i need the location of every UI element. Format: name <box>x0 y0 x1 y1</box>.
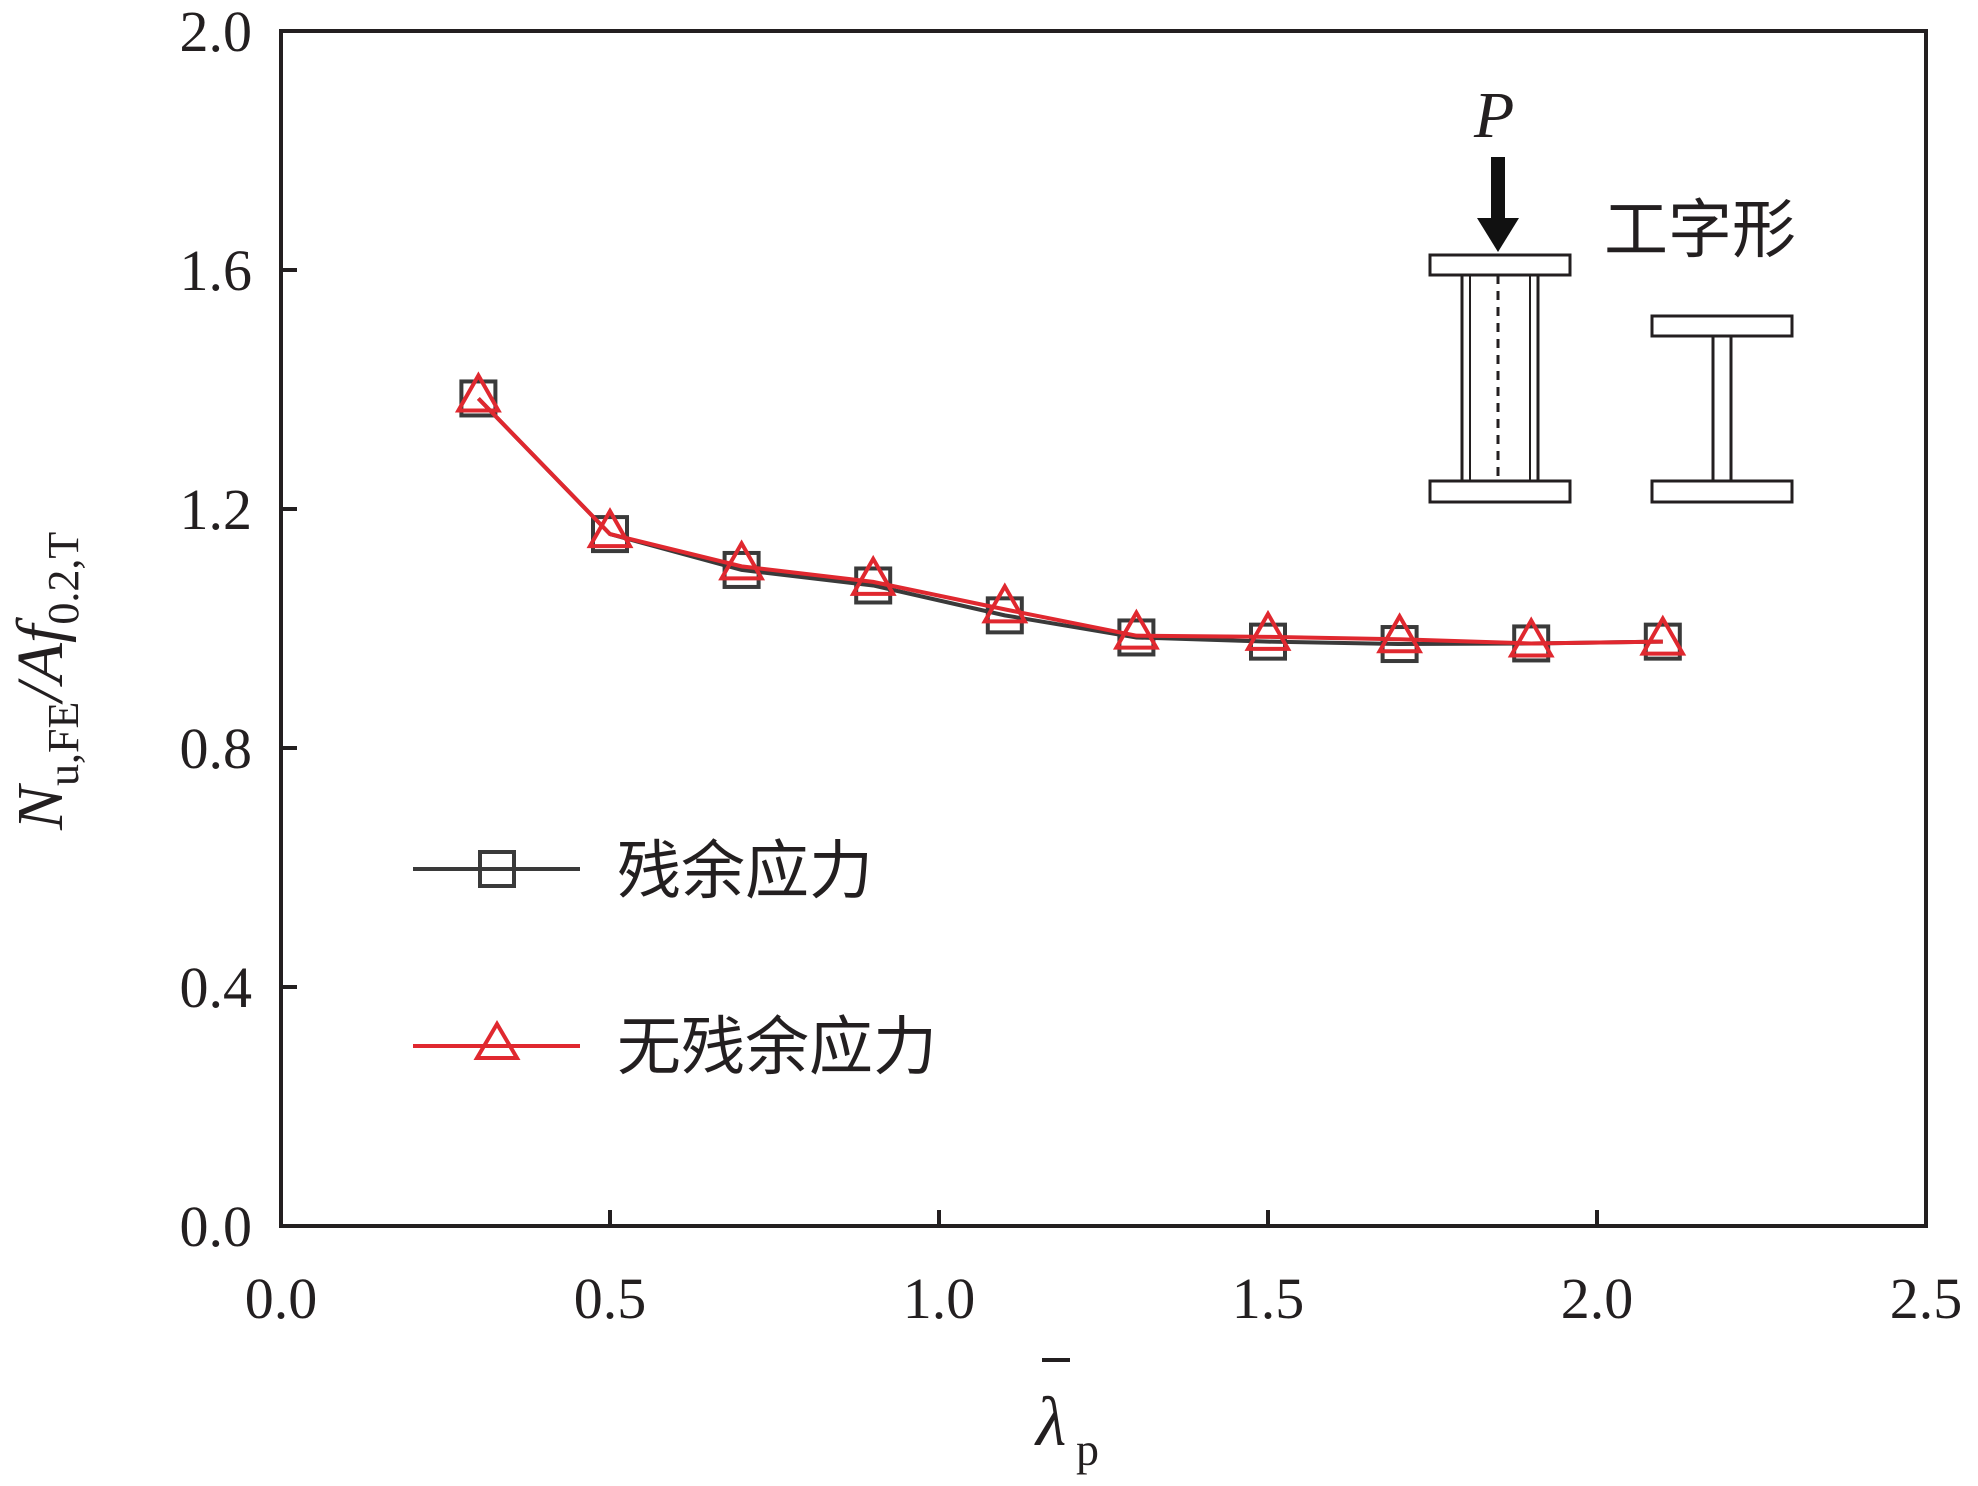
square-marker <box>591 515 629 554</box>
x-axis-title-subscript: p <box>1076 1424 1099 1475</box>
y-axis-title: Nu,FE/Af0.2,T <box>4 532 88 831</box>
x-tick-label: 2.0 <box>1561 1266 1634 1331</box>
i-section-bottom-flange <box>1650 479 1794 504</box>
column-web <box>1460 273 1540 483</box>
x-tick-label: 0.5 <box>574 1266 647 1331</box>
y-axis-title-sub1: u,FE <box>39 702 88 786</box>
triangle-marker <box>981 582 1029 624</box>
y-tick-label: 2.0 <box>180 0 253 64</box>
x-tick-label: 1.5 <box>1232 1266 1305 1331</box>
column-top-plate <box>1428 253 1572 277</box>
y-tick-label: 0.8 <box>180 716 253 781</box>
legend-label-residual: 残余应力 <box>617 835 873 909</box>
i-section-top-flange <box>1650 314 1794 338</box>
axis-ticks <box>279 29 1928 1228</box>
x-axis-title: λ p <box>1034 1358 1099 1475</box>
triangle-marker <box>1112 608 1160 650</box>
y-axis-title-sub2: 0.2,T <box>39 532 88 625</box>
legend-item-residual-stress: 残余应力 <box>413 835 873 909</box>
y-tick-label: 0.4 <box>180 955 253 1020</box>
triangle-marker <box>454 371 502 413</box>
square-marker <box>459 379 498 418</box>
series-layer <box>454 371 1687 664</box>
inset-diagram: P 工字形 <box>1428 79 1796 504</box>
y-tick-label: 1.2 <box>180 477 253 542</box>
legend-square-marker <box>478 850 516 888</box>
triangle-marker <box>1639 614 1687 656</box>
legend-item-no-residual-stress: 无残余应力 <box>413 1011 937 1085</box>
y-tick-label: 0.0 <box>180 1194 253 1259</box>
triangle-marker <box>718 539 766 581</box>
triangle-marker <box>849 554 897 596</box>
triangle-marker <box>1244 609 1292 651</box>
column-elevation <box>1428 253 1572 504</box>
svg-text:Nu,FE/Af0.2,T: Nu,FE/Af0.2,T <box>4 532 88 831</box>
i-section-web <box>1711 334 1733 483</box>
axis-tick-labels: 0.0 0.5 1.0 1.5 2.0 2.5 0.0 0.4 0.8 1.2 1.6 2.0 <box>180 0 1963 1331</box>
x-tick-label: 0.0 <box>245 1266 318 1331</box>
load-arrow-icon <box>1477 157 1519 252</box>
x-tick-label: 2.5 <box>1890 1266 1963 1331</box>
y-tick-label: 1.6 <box>180 238 253 303</box>
triangle-marker <box>1376 612 1424 654</box>
triangle-marker <box>1507 616 1555 658</box>
series-line <box>476 397 1663 646</box>
y-axis-title-mid: /Af <box>4 617 77 706</box>
section-label: 工字形 <box>1604 194 1796 268</box>
load-label: P <box>1473 79 1514 152</box>
y-axis-title-main: N <box>4 782 77 831</box>
legend-triangle-marker <box>473 1020 521 1060</box>
series-no-residual-stress <box>454 371 1687 658</box>
column-bottom-plate <box>1428 479 1572 504</box>
legend: 残余应力 无残余应力 <box>413 835 937 1085</box>
triangle-marker <box>586 507 634 549</box>
i-section-icon <box>1650 314 1794 504</box>
x-tick-label: 1.0 <box>903 1266 976 1331</box>
plot-frame <box>279 29 1928 1228</box>
legend-label-no-residual: 无残余应力 <box>617 1011 937 1085</box>
x-axis-title-symbol: λ <box>1034 1384 1066 1461</box>
